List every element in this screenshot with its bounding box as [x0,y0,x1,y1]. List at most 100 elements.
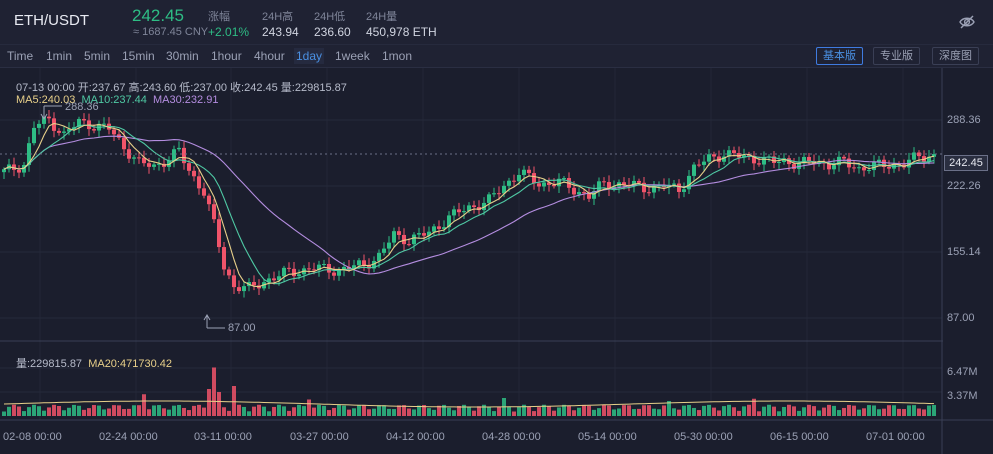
volume-bar [507,406,511,416]
high-24h-value: 243.94 [262,25,299,39]
volume-bar [52,404,56,416]
volume-bar [542,404,546,416]
view-depth-button[interactable]: 深度图 [932,47,979,65]
interval-1hour[interactable]: 1hour [211,49,242,63]
candle-body [642,182,646,193]
volume-bar [407,408,411,416]
volume-bar [117,405,121,416]
volume-bar [57,405,61,416]
candle-body [372,260,376,269]
volume-bar [427,408,431,416]
volume-bar [772,406,776,416]
volume-bar [147,409,151,416]
candle-body [497,193,501,195]
candle-body [487,194,491,203]
candle-body [427,231,431,236]
volume-bar [852,405,856,416]
y-tick-label: 87.00 [947,312,975,324]
interval-time[interactable]: Time [7,49,34,63]
candle-body [52,118,56,131]
interval-1mon[interactable]: 1mon [382,49,413,63]
interval-5min[interactable]: 5min [84,49,111,63]
interval-30min[interactable]: 30min [166,49,199,63]
volume-bar [232,386,236,416]
low-annotation: 87.00 [228,322,256,334]
candle-body [357,260,361,266]
interval-1min[interactable]: 1min [46,49,73,63]
ma10-value: MA10:237.44 [81,94,147,106]
candle-body [912,152,916,160]
volume-bar [632,409,636,416]
candle-body [417,233,421,235]
view-basic-button[interactable]: 基本版 [816,47,863,65]
volume-bar [172,405,176,416]
candle-body [502,185,506,194]
candlestick-chart[interactable] [0,68,993,454]
moving-averages [3,122,935,408]
volume-bar [787,404,791,416]
candle-body [167,160,171,167]
candle-body [742,155,746,158]
volume-bar [17,406,21,416]
volume-bar [482,404,486,416]
candle-body [507,180,511,186]
candle-body [672,183,676,185]
candle-body [137,157,141,159]
candle-body [62,131,66,133]
candle-body [632,180,636,187]
volume-bar [637,408,641,416]
candle-body [402,234,406,245]
candle-body [527,169,531,174]
volume-bar [77,405,81,416]
candle-body [192,170,196,177]
y-tick-label: 288.36 [947,114,981,126]
volume-bar [62,410,66,416]
volume-bar [87,408,91,416]
volume-bar [822,407,826,416]
candle-body [587,193,591,199]
volume-bar [327,410,331,416]
candle-body [407,244,411,246]
y-tick-label: 222.26 [947,180,981,192]
candle-body [122,137,126,150]
low-24h-value: 236.60 [314,25,351,39]
volume-bar [672,408,676,416]
volume-bar [552,410,556,416]
x-tick-label: 02-08 00:00 [3,431,62,443]
volume-bar [732,407,736,416]
interval-4hour[interactable]: 4hour [254,49,285,63]
candle-body [382,248,386,253]
candle-body [242,286,246,292]
volume-bar [162,408,166,416]
interval-1week[interactable]: 1week [335,49,370,63]
candle-body [147,163,151,167]
pair-symbol[interactable]: ETH/USDT [14,12,89,29]
candle-body [32,127,36,144]
candle-body [452,209,456,216]
view-pro-button[interactable]: 专业版 [873,47,920,65]
volume-bar [297,404,301,416]
x-tick-label: 06-15 00:00 [770,431,829,443]
candle-body [652,185,656,193]
volume-bar [337,404,341,416]
volume-bar [657,409,661,416]
interval-1day[interactable]: 1day [294,48,325,64]
interval-15min[interactable]: 15min [122,49,155,63]
volume-bar [127,408,131,416]
candle-body [197,176,201,189]
x-tick-label: 05-30 00:00 [674,431,733,443]
volume-bar [892,405,896,416]
volume-bar [177,404,181,416]
volume-bar [207,389,211,416]
volume-bar [292,407,296,416]
volume-bar [512,411,516,416]
candle-body [552,184,556,187]
ma10-line [3,124,935,285]
candle-body [832,165,836,170]
extreme-markers [0,105,942,329]
volume-bar [642,405,646,416]
volume-bar [742,406,746,416]
volume-bar [287,410,291,416]
low-marker-head [203,314,211,321]
hide-eye-icon[interactable] [958,13,976,31]
